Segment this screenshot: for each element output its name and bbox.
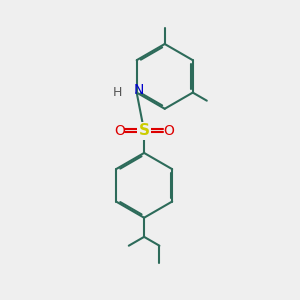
Text: N: N [134,83,144,97]
Text: O: O [114,124,125,138]
Text: O: O [163,124,174,138]
Text: S: S [139,123,150,138]
Text: H: H [113,86,122,99]
